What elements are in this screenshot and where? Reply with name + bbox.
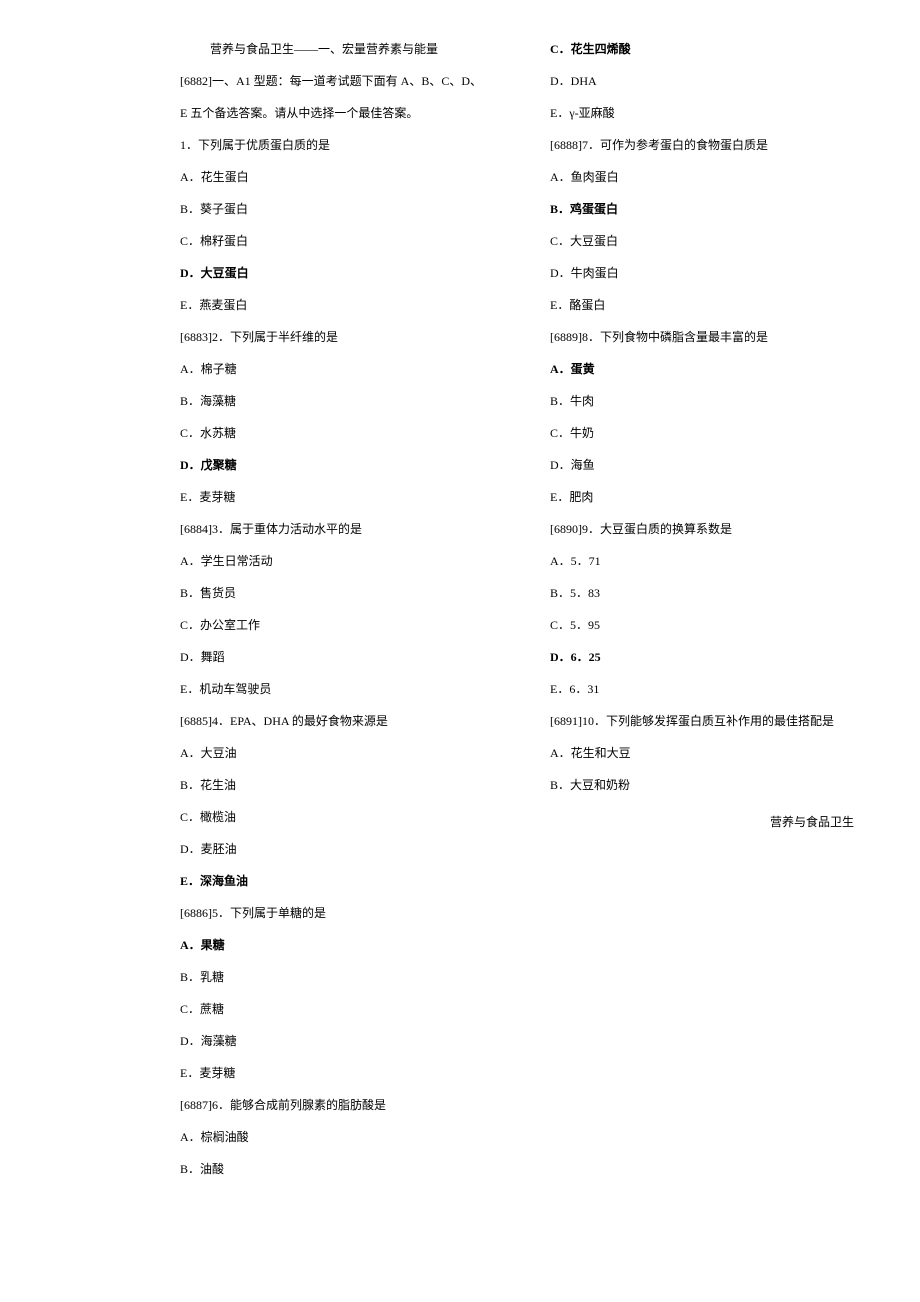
q1-option-c: C．棉籽蛋白	[180, 232, 490, 250]
q9-option-b: B．5．83	[550, 584, 860, 602]
q10-stem: [6891]10．下列能够发挥蛋白质互补作用的最佳搭配是	[550, 712, 860, 730]
q2-option-e: E．麦芽糖	[180, 488, 490, 506]
q5-stem: [6886]5．下列属于单糖的是	[180, 904, 490, 922]
q2-stem: [6883]2．下列属于半纤维的是	[180, 328, 490, 346]
footer-note: 营养与食品卫生	[550, 814, 860, 831]
q8-option-e: E．肥肉	[550, 488, 860, 506]
q5-option-d: D．海藻糖	[180, 1032, 490, 1050]
q4-option-c: C．橄榄油	[180, 808, 490, 826]
q5-option-b: B．乳糖	[180, 968, 490, 986]
q2-option-a: A．棉子糖	[180, 360, 490, 378]
q10-option-b: B．大豆和奶粉	[550, 776, 860, 794]
q7-option-e: E．酪蛋白	[550, 296, 860, 314]
q4-option-a: A．大豆油	[180, 744, 490, 762]
q2-option-b: B．海藻糖	[180, 392, 490, 410]
q7-option-a: A．鱼肉蛋白	[550, 168, 860, 186]
q5-option-e: E．麦芽糖	[180, 1064, 490, 1082]
q8-option-d: D．海鱼	[550, 456, 860, 474]
q4-option-d: D．麦胚油	[180, 840, 490, 858]
q2-option-d: D．戊聚糖	[180, 456, 490, 474]
q10-option-a: A．花生和大豆	[550, 744, 860, 762]
q6-option-e: E．γ-亚麻酸	[550, 104, 860, 122]
q8-option-c: C．牛奶	[550, 424, 860, 442]
q1-option-d: D．大豆蛋白	[180, 264, 490, 282]
q8-stem: [6889]8．下列食物中磷脂含量最丰富的是	[550, 328, 860, 346]
q4-stem: [6885]4．EPA、DHA 的最好食物来源是	[180, 712, 490, 730]
q9-option-d: D．6．25	[550, 648, 860, 666]
q1-stem: 1．下列属于优质蛋白质的是	[180, 136, 490, 154]
q8-option-a: A．蛋黄	[550, 360, 860, 378]
intro-line-1: [6882]一、A1 型题：每一道考试题下面有 A、B、C、D、	[180, 72, 490, 90]
q4-option-b: B．花生油	[180, 776, 490, 794]
q9-option-a: A．5．71	[550, 552, 860, 570]
q3-option-b: B．售货员	[180, 584, 490, 602]
q6-option-d: D．DHA	[550, 72, 860, 90]
q3-option-e: E．机动车驾驶员	[180, 680, 490, 698]
q3-stem: [6884]3．属于重体力活动水平的是	[180, 520, 490, 538]
q6-option-b: B．油酸	[180, 1160, 490, 1178]
q3-option-d: D．舞蹈	[180, 648, 490, 666]
q8-option-b: B．牛肉	[550, 392, 860, 410]
q6-option-c: C．花生四烯酸	[550, 40, 860, 58]
q7-option-d: D．牛肉蛋白	[550, 264, 860, 282]
q9-option-c: C．5．95	[550, 616, 860, 634]
q4-option-e: E．深海鱼油	[180, 872, 490, 890]
intro-line-2: E 五个备选答案。请从中选择一个最佳答案。	[180, 104, 490, 122]
q5-option-a: A．果糖	[180, 936, 490, 954]
q2-option-c: C．水苏糖	[180, 424, 490, 442]
q1-option-b: B．葵子蛋白	[180, 200, 490, 218]
q7-stem: [6888]7．可作为参考蛋白的食物蛋白质是	[550, 136, 860, 154]
q5-option-c: C．蔗糖	[180, 1000, 490, 1018]
q6-stem: [6887]6．能够合成前列腺素的脂肪酸是	[180, 1096, 490, 1114]
q3-option-a: A．学生日常活动	[180, 552, 490, 570]
q3-option-c: C．办公室工作	[180, 616, 490, 634]
document-title: 营养与食品卫生——一、宏量营养素与能量	[180, 40, 490, 58]
q9-stem: [6890]9．大豆蛋白质的换算系数是	[550, 520, 860, 538]
q7-option-c: C．大豆蛋白	[550, 232, 860, 250]
q9-option-e: E．6．31	[550, 680, 860, 698]
q6-option-a: A．棕榈油酸	[180, 1128, 490, 1146]
q7-option-b: B．鸡蛋蛋白	[550, 200, 860, 218]
q1-option-e: E．燕麦蛋白	[180, 296, 490, 314]
q1-option-a: A．花生蛋白	[180, 168, 490, 186]
